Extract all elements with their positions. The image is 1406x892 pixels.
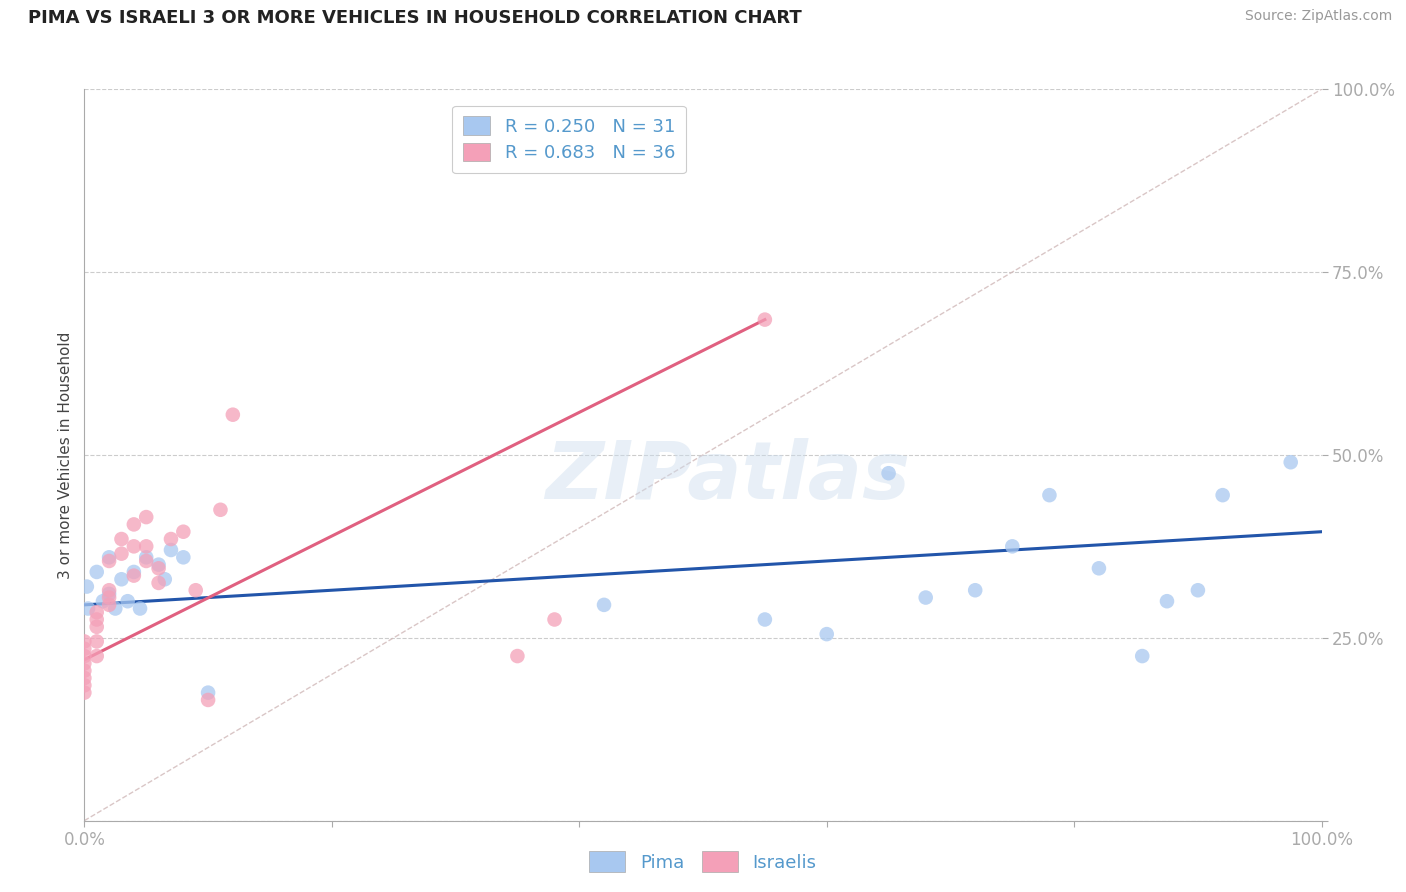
Point xyxy=(135,550,157,565)
Point xyxy=(86,613,108,627)
Point xyxy=(122,565,145,579)
Point xyxy=(110,532,132,546)
Point xyxy=(1001,539,1024,553)
Point xyxy=(73,657,96,671)
Point xyxy=(122,539,145,553)
Point xyxy=(91,594,114,608)
Point xyxy=(98,554,121,568)
Text: PIMA VS ISRAELI 3 OR MORE VEHICLES IN HOUSEHOLD CORRELATION CHART: PIMA VS ISRAELI 3 OR MORE VEHICLES IN HO… xyxy=(28,9,801,27)
Point xyxy=(1279,455,1302,469)
Point xyxy=(135,539,157,553)
Point xyxy=(73,671,96,685)
Point xyxy=(1130,649,1153,664)
Point xyxy=(172,524,194,539)
Point xyxy=(86,649,108,664)
Point xyxy=(98,583,121,598)
Point xyxy=(129,601,152,615)
Point xyxy=(754,613,776,627)
Point xyxy=(73,649,96,664)
Point xyxy=(117,594,139,608)
Point xyxy=(543,613,565,627)
Text: ZIPatlas: ZIPatlas xyxy=(546,438,910,516)
Point xyxy=(222,408,245,422)
Point xyxy=(104,601,127,615)
Text: Source: ZipAtlas.com: Source: ZipAtlas.com xyxy=(1244,9,1392,23)
Point xyxy=(86,565,108,579)
Legend: Pima, Israelis: Pima, Israelis xyxy=(581,842,825,881)
Point xyxy=(76,580,98,594)
Point xyxy=(86,634,108,648)
Point xyxy=(86,605,108,619)
Point xyxy=(73,686,96,700)
Point xyxy=(1187,583,1209,598)
Point xyxy=(98,591,121,605)
Point xyxy=(98,587,121,601)
Point xyxy=(135,510,157,524)
Point xyxy=(506,649,529,664)
Point xyxy=(1038,488,1060,502)
Point xyxy=(184,583,207,598)
Y-axis label: 3 or more Vehicles in Household: 3 or more Vehicles in Household xyxy=(58,331,73,579)
Point xyxy=(98,598,121,612)
Point xyxy=(98,550,121,565)
Point xyxy=(965,583,987,598)
Point xyxy=(815,627,838,641)
Point xyxy=(160,532,183,546)
Point xyxy=(209,503,232,517)
Point xyxy=(73,664,96,678)
Point xyxy=(197,686,219,700)
Point xyxy=(1212,488,1234,502)
Point xyxy=(122,517,145,532)
Point xyxy=(754,312,776,326)
Point xyxy=(110,572,132,586)
Point xyxy=(77,601,100,615)
Point xyxy=(153,572,176,586)
Point xyxy=(172,550,194,565)
Point xyxy=(197,693,219,707)
Point xyxy=(135,554,157,568)
Point xyxy=(160,543,183,558)
Point xyxy=(914,591,936,605)
Point xyxy=(73,641,96,656)
Point xyxy=(1088,561,1111,575)
Point xyxy=(593,598,616,612)
Point xyxy=(148,576,170,591)
Point xyxy=(86,620,108,634)
Point xyxy=(877,466,900,480)
Point xyxy=(122,568,145,582)
Point xyxy=(110,547,132,561)
Point xyxy=(73,678,96,692)
Point xyxy=(148,561,170,575)
Point xyxy=(1156,594,1178,608)
Point xyxy=(148,558,170,572)
Point xyxy=(73,634,96,648)
